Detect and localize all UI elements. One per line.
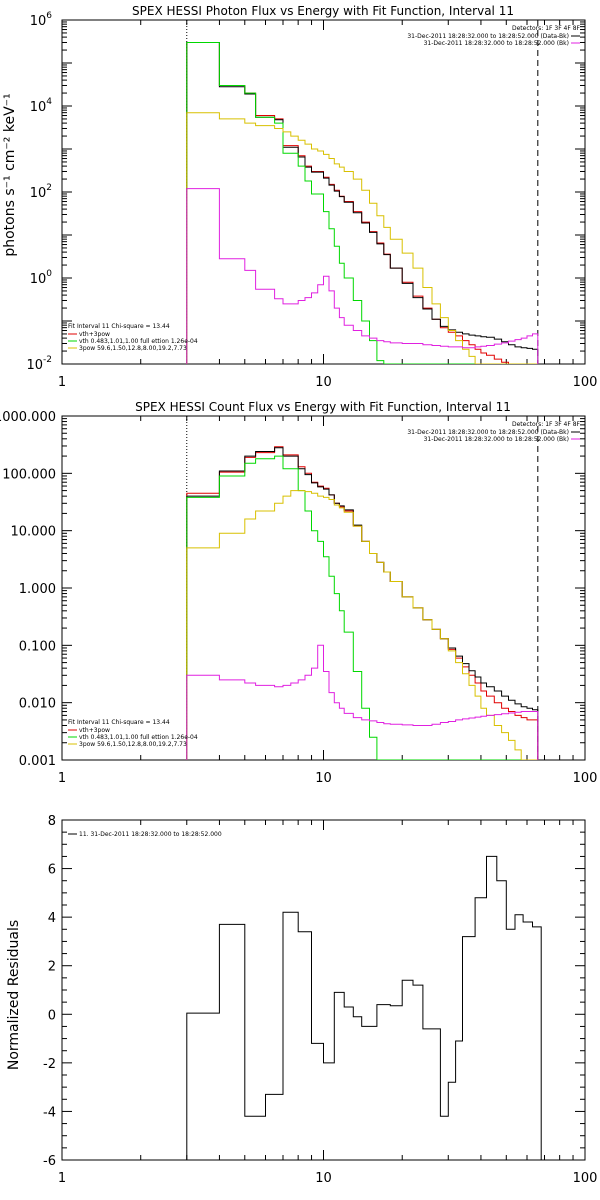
residuals-legend-entry-label: 11. 31-Dec-2011 18:28:32.000 to 18:28:52… (79, 831, 222, 838)
photon-legend-entry-label: 31-Dec-2011 18:28:32.000 to 18:28:52.000… (407, 33, 569, 40)
photon-y-tick-label: 104 (30, 97, 53, 115)
residuals-series (186, 855, 542, 1160)
tick-exponent: 0 (46, 269, 52, 279)
photon-series-line-3 (186, 112, 539, 364)
photon-series-line-0 (186, 42, 539, 364)
count-chart-title: SPEX HESSI Count Flux vs Energy with Fit… (135, 400, 511, 414)
count-y-tick-label: 10.000 (11, 525, 57, 540)
residuals-axes-frame (61, 819, 586, 1161)
residuals-plot: 1 10 100 -6 -4 -2 0 2 4 6 8 11. 31-Dec-2011 18:28:3… (43, 814, 597, 1186)
count-series-line-0 (186, 446, 539, 760)
tick-base: 10 (30, 186, 47, 201)
photon-axes-frame (61, 19, 586, 365)
residuals-y-tick-label: 6 (48, 863, 56, 878)
tick-base: 10 (30, 14, 47, 29)
count-legend-entry-label: 31-Dec-2011 18:28:32.000 to 18:28:52.000… (424, 436, 569, 443)
count-legend-entry-label: vth 0.483,1.01,1.00 full ettion 1.26e-04 (79, 734, 198, 741)
count-series-line-2 (186, 455, 539, 760)
photon-legend-bottomleft: Fit Interval 11 Chi-square = 13.44vth+3p… (68, 323, 198, 352)
photon-y-tick-label: 106 (30, 11, 53, 29)
tick-exponent: -2 (43, 355, 52, 365)
panel-residuals: Normalized Residuals 1 10 100 -6 -4 -2 0 2 4 6 8 11… (6, 814, 597, 1186)
panel-photon-flux: SPEX HESSI Photon Flux vs Energy with Fi… (2, 4, 597, 390)
residuals-y-tick-label: -4 (43, 1105, 56, 1120)
residuals-y-tick-label: 2 (48, 960, 56, 975)
count-y-tick-label: 1000.000 (0, 410, 56, 425)
residuals-x-tick-label: 1 (58, 1171, 66, 1186)
count-legend-header: Fit Interval 11 Chi-square = 13.44 (68, 719, 170, 726)
count-legend-entry-label: 31-Dec-2011 18:28:32.000 to 18:28:52.000… (407, 429, 569, 436)
residuals-series-line-0 (186, 855, 542, 1160)
residuals-x-tick-label: 10 (315, 1171, 332, 1186)
count-series-line-4 (186, 644, 539, 760)
count-y-tick-label: 0.001 (19, 754, 56, 769)
count-series-line-3 (186, 490, 539, 760)
photon-legend-entry-label: 3pow 59.6,1.50,12.8,8.00,19.2,7.73 (79, 345, 187, 352)
photon-x-tick-label: 1 (58, 375, 66, 390)
count-y-tick-label: 0.010 (19, 697, 56, 712)
count-series (186, 446, 539, 760)
tick-base: 10 (30, 100, 47, 115)
residuals-y-tick-label: -6 (43, 1154, 56, 1169)
photon-legend-entry-label: 31-Dec-2011 18:28:32.000 to 18:28:52.000… (424, 40, 569, 47)
count-legend-bottomleft: Fit Interval 11 Chi-square = 13.44vth+3p… (68, 719, 198, 748)
count-legend-entry-label: 3pow 59.6,1.50,12.8,8.00,19.2,7.73 (79, 741, 187, 748)
count-x-tick-label: 10 (315, 771, 332, 786)
photon-series (186, 42, 539, 364)
tick-exponent: 2 (46, 183, 52, 193)
tick-base: 10 (26, 358, 43, 373)
photon-legend-entry-label: vth 0.483,1.01,1.00 full ettion 1.26e-04 (79, 338, 198, 345)
residuals-legend: 11. 31-Dec-2011 18:28:32.000 to 18:28:52… (68, 831, 222, 838)
photon-legend-entry-label: vth+3pow (79, 331, 110, 338)
photon-y-axis-label: photons s⁻¹ cm⁻² keV⁻¹ (2, 93, 18, 256)
residuals-y-tick-label: 8 (48, 814, 56, 829)
photon-chart-title: SPEX HESSI Photon Flux vs Energy with Fi… (132, 4, 514, 18)
photon-series-line-2 (186, 42, 539, 364)
photon-y-tick-label: 10-2 (26, 355, 52, 373)
photon-legend-header: Fit Interval 11 Chi-square = 13.44 (68, 323, 170, 330)
photon-series-line-4 (186, 188, 539, 364)
count-series-line-1 (186, 447, 539, 760)
tick-exponent: 6 (46, 11, 52, 21)
count-plot: 1 10 1000.0010.0100.1001.00010.000100.0001… (0, 410, 597, 786)
tick-exponent: 4 (46, 97, 52, 107)
photon-series-line-1 (186, 42, 539, 364)
residuals-y-axis-label: Normalized Residuals (6, 920, 22, 1070)
residuals-y-tick-label: 0 (48, 1008, 56, 1023)
tick-base: 10 (30, 272, 47, 287)
count-x-tick-label: 1 (58, 771, 66, 786)
count-y-ticks: 0.001 0.010 0.100 1.000 10.000 100.000 1000.00… (0, 410, 585, 769)
count-x-tick-label: 100 (573, 771, 598, 786)
panel-count-flux: SPEX HESSI Count Flux vs Energy with Fit… (0, 400, 597, 786)
residuals-y-ticks: -6 -4 -2 0 2 4 6 8 (43, 814, 585, 1169)
count-y-tick-label: 1.000 (19, 582, 56, 597)
residuals-x-ticks: 1 10 100 (58, 820, 598, 1186)
residuals-y-tick-label: 4 (48, 911, 56, 926)
count-x-ticks: 1 10 100 (58, 416, 598, 786)
count-y-tick-label: 100.000 (2, 467, 56, 482)
photon-x-tick-label: 10 (315, 375, 332, 390)
photon-legend-detectors: Detectors: 1F 3F 4F 8F (512, 25, 581, 32)
photon-y-tick-label: 100 (30, 269, 53, 287)
residuals-x-tick-label: 100 (573, 1171, 598, 1186)
photon-y-tick-label: 102 (30, 183, 52, 201)
residuals-y-tick-label: -2 (43, 1057, 56, 1072)
photon-x-tick-label: 100 (573, 375, 598, 390)
photon-x-ticks: 1 10 100 (58, 20, 598, 390)
count-legend-entry-label: vth+3pow (79, 727, 110, 734)
count-legend-detectors: Detectors: 1F 3F 4F 8F (512, 421, 581, 428)
count-y-tick-label: 0.100 (19, 639, 56, 654)
